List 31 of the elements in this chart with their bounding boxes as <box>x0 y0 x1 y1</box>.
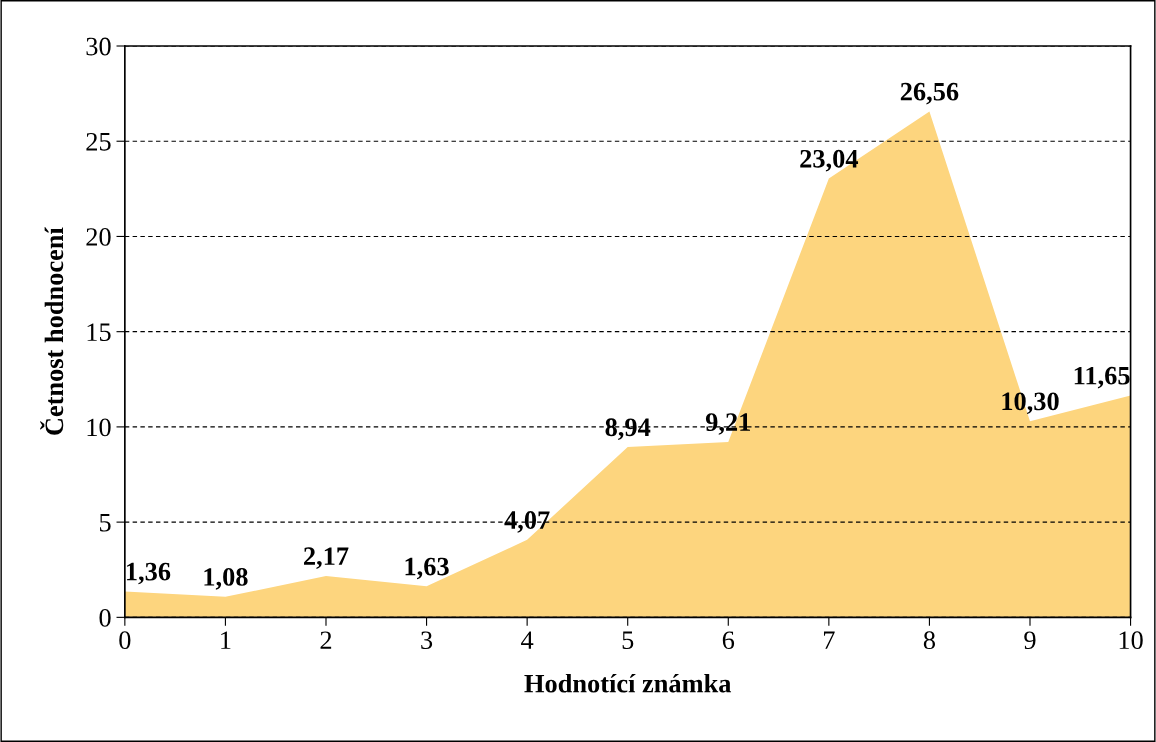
y-tick-label: 5 <box>99 514 111 532</box>
data-label: 11,65 <box>1074 366 1130 389</box>
x-tick-label: 2 <box>320 631 332 649</box>
x-tick-label: 1 <box>221 631 231 649</box>
y-tick-label: 15 <box>87 323 111 342</box>
x-tick-label: 4 <box>521 631 534 649</box>
data-label: 1,63 <box>405 557 449 580</box>
x-tick-label: 0 <box>119 631 131 650</box>
x-axis-title: Hodnotící známka <box>524 673 732 693</box>
x-tick-label: 9 <box>1024 631 1036 650</box>
x-tick-label: 3 <box>421 631 433 650</box>
data-label: 2,17 <box>304 547 349 569</box>
data-label: 4,07 <box>504 511 550 533</box>
y-tick-label: 0 <box>99 608 111 627</box>
data-label: 26,56 <box>900 82 959 105</box>
x-tick-label: 7 <box>823 631 835 649</box>
data-label: 1,08 <box>204 568 248 590</box>
x-tick-label: 5 <box>622 631 634 650</box>
data-label: 8,94 <box>605 418 651 440</box>
data-label: 9,21 <box>705 413 751 435</box>
x-tick-label: 6 <box>722 631 735 650</box>
y-tick-label: 20 <box>86 228 111 246</box>
y-tick-label: 25 <box>86 132 111 151</box>
data-label: 23,04 <box>800 149 859 172</box>
y-axis-title: Četnost hodnocení <box>40 226 64 435</box>
data-label: 10,30 <box>1002 392 1059 415</box>
data-label: 1,36 <box>126 562 171 585</box>
y-tick-label: 10 <box>87 418 111 437</box>
y-tick-label: 30 <box>86 37 111 56</box>
x-tick-label: 8 <box>923 631 936 650</box>
x-tick-label: 10 <box>1119 631 1143 650</box>
